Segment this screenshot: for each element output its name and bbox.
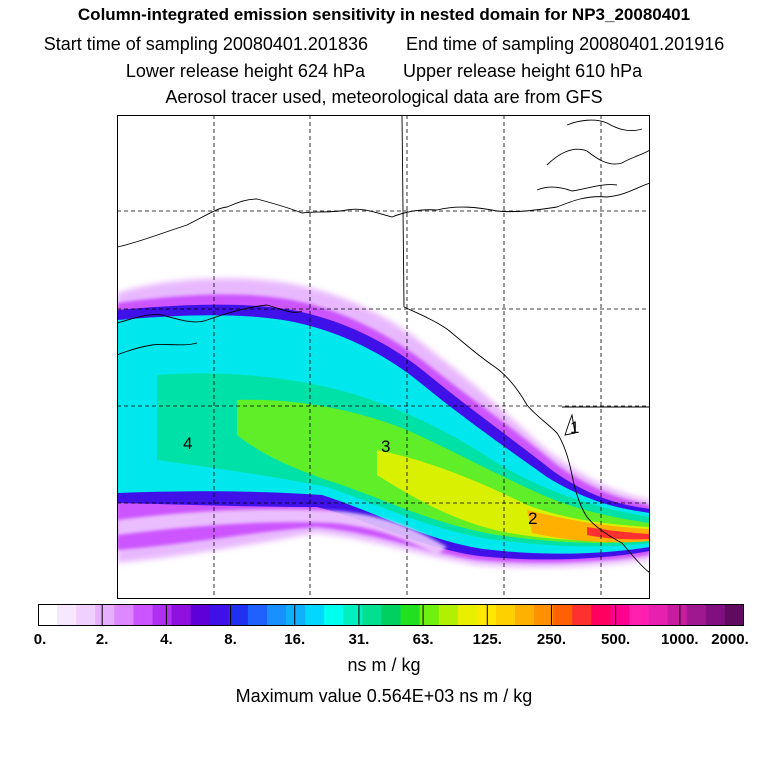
tracer-info: Aerosol tracer used, meteorological data… [165, 87, 603, 107]
colorbar-tick-label: 8. [224, 631, 237, 648]
colorbar-cell [381, 604, 402, 626]
colorbar-cell [476, 604, 497, 626]
colorbar-tick-label: 2. [95, 631, 109, 648]
sampling-times: Start time of sampling 20080401.201836 En… [0, 34, 768, 55]
maximum-value: Maximum value 0.564E+03 ns m / kg [235, 686, 533, 706]
colorbar-cell [495, 604, 516, 626]
end-sampling-time: End time of sampling 20080401.201916 [406, 34, 725, 54]
colorbar-tick-label: 250. [536, 631, 567, 648]
colorbar-cell [705, 604, 726, 626]
colorbar-cell [667, 604, 688, 626]
colorbar-cell [266, 604, 287, 626]
colorbar-cell [114, 604, 134, 626]
region-label-2: 2 [528, 509, 537, 528]
colorbar-tick-label: 500. [601, 631, 631, 648]
colorbar-cell [305, 604, 325, 626]
region-label-1: 1 [570, 418, 579, 437]
colorbar-cell [515, 604, 535, 626]
colorbar-cell [572, 604, 592, 626]
start-sampling-time: Start time of sampling 20080401.201836 [43, 34, 368, 54]
colorbar-tick-label: 125. [472, 631, 502, 648]
coastlines [117, 115, 650, 574]
colorbar-tick-label: 31. [348, 631, 370, 648]
lower-release-height: Lower release height 624 hPa [125, 61, 365, 81]
emission-sensitivity-map: 1 2 3 4 [117, 115, 650, 599]
colorbar-cell [38, 604, 58, 626]
colorbar-cell [95, 604, 115, 626]
colorbar-cell [591, 604, 611, 626]
colorbar-cell [209, 604, 230, 626]
colorbar-tick-label: 63. [412, 631, 434, 648]
main-title: Column-integrated emission sensitivity i… [77, 5, 691, 24]
colorbar-cell [457, 604, 478, 626]
colorbar-tick-label: 0. [33, 631, 47, 648]
colorbar-tick-label: 4. [160, 631, 173, 648]
colorbar-cell [133, 604, 153, 626]
release-heights: Lower release height 624 hPa Upper releas… [0, 61, 768, 82]
colorbar-cell [534, 604, 554, 626]
colorbar-cell [324, 604, 344, 626]
colorbar-tick-label: 1000. [661, 631, 699, 648]
colorbar-tick-label: 2000. [711, 631, 749, 648]
colorbar-cell [438, 604, 459, 626]
colorbar-cell [247, 604, 268, 626]
colorbar-cell [419, 604, 440, 626]
colorbar-units: ns m / kg [347, 655, 421, 675]
colorbar-cell [228, 604, 249, 626]
region-label-4: 4 [183, 434, 192, 453]
colorbar-cell [190, 604, 211, 626]
colorbar-cell [343, 604, 363, 626]
grid-lines [117, 115, 650, 599]
colorbar-cell [152, 604, 173, 626]
colorbar-cell [57, 604, 77, 626]
colorbar-cell [686, 604, 707, 626]
colorbar-cell [286, 604, 306, 626]
colorbar-tick-label: 16. [284, 631, 306, 648]
sensitivity-plume [117, 278, 650, 568]
colorbar-cell [76, 604, 96, 626]
region-label-3: 3 [381, 437, 390, 456]
upper-release-height: Upper release height 610 hPa [403, 61, 643, 81]
colorbar-cell [629, 604, 650, 626]
colorbar-cell [362, 604, 382, 626]
colorbar-cell [610, 604, 631, 626]
colorbar-cell [648, 604, 669, 626]
colorbar-cell [171, 604, 192, 626]
colorbar [38, 604, 744, 626]
colorbar-cell [724, 604, 744, 626]
colorbar-cell [400, 604, 421, 626]
colorbar-cell [553, 604, 573, 626]
